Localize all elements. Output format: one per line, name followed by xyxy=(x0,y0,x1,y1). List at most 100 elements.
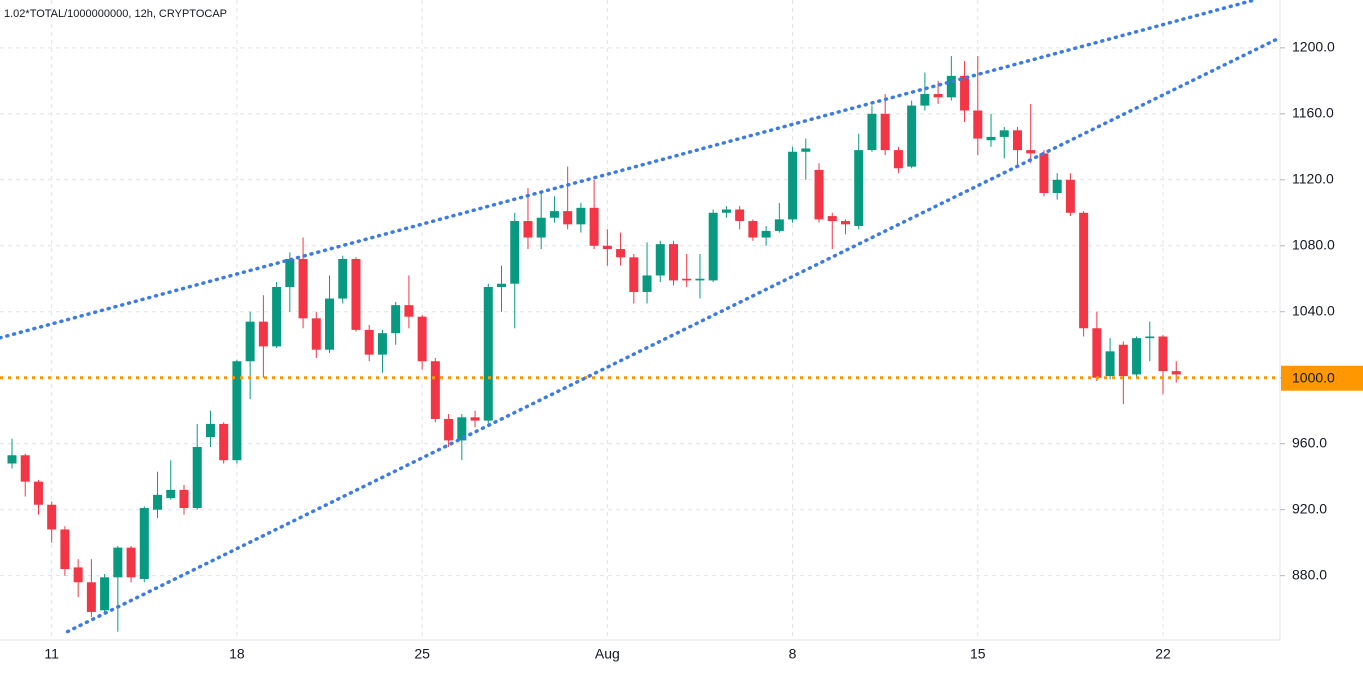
candle-body xyxy=(33,481,43,505)
candle-body xyxy=(986,136,996,141)
candle-body xyxy=(100,577,110,611)
candle-body xyxy=(801,148,811,152)
candle-body xyxy=(774,219,784,231)
candle-body xyxy=(748,221,758,238)
candle-body xyxy=(351,258,361,330)
candle-body xyxy=(840,221,850,225)
price-label-box xyxy=(1281,365,1363,391)
candle-body xyxy=(920,94,930,106)
candle-body xyxy=(549,211,559,218)
candle-body xyxy=(192,447,202,509)
candle-body xyxy=(1065,179,1075,213)
candle-body xyxy=(272,287,282,347)
y-tick-label: 880.0 xyxy=(1292,566,1327,582)
candle-body xyxy=(960,75,970,111)
candle-body xyxy=(1012,130,1022,151)
x-tick-label: 22 xyxy=(1155,646,1171,662)
candle-body xyxy=(457,417,467,441)
candle-body xyxy=(1092,328,1102,378)
candle-body xyxy=(655,244,665,276)
y-tick-label: 1080.0 xyxy=(1292,236,1335,252)
candle-body xyxy=(867,113,877,151)
candle-body xyxy=(721,209,731,213)
candle-body xyxy=(470,417,480,421)
candle-body xyxy=(430,361,440,419)
candle-body xyxy=(219,423,229,461)
candle-body xyxy=(258,321,268,347)
candle-body xyxy=(602,245,612,250)
candle-body xyxy=(1158,336,1168,372)
candle-body xyxy=(113,547,123,578)
candle-body xyxy=(629,257,639,292)
candle-body xyxy=(880,113,890,151)
candle-body xyxy=(417,316,427,362)
candle-body xyxy=(523,221,533,238)
candle-body xyxy=(444,418,454,441)
candle-body xyxy=(510,221,520,284)
candle-body xyxy=(245,321,255,362)
candle-body xyxy=(669,244,678,281)
candle-body xyxy=(814,169,824,220)
candle-body xyxy=(325,298,335,350)
candle-body xyxy=(311,318,321,350)
x-tick-label: 25 xyxy=(414,646,430,662)
candle-body xyxy=(404,305,414,317)
price-label: 1000.0 xyxy=(1292,369,1335,385)
candle-body xyxy=(563,211,573,225)
y-tick-label: 960.0 xyxy=(1292,434,1327,450)
candle-body xyxy=(126,547,136,578)
price-axis-mask xyxy=(1281,0,1363,366)
candle-body xyxy=(60,529,70,570)
candle-body xyxy=(391,305,401,334)
x-tick-label: 8 xyxy=(789,646,797,662)
candle-body xyxy=(298,258,308,319)
candle-body xyxy=(589,207,599,246)
candle-body xyxy=(695,278,705,281)
x-tick-label: 15 xyxy=(970,646,986,662)
candle-body xyxy=(576,207,586,225)
candle-body xyxy=(536,217,546,238)
candle-body xyxy=(153,494,163,510)
candle-body xyxy=(708,212,718,281)
trendline xyxy=(65,36,1282,634)
candle-body xyxy=(338,258,348,299)
candle-body xyxy=(642,275,652,292)
candle-body xyxy=(483,287,493,421)
candle-body xyxy=(682,278,692,281)
candle-body xyxy=(166,489,176,499)
trendline xyxy=(0,0,1257,340)
candle-body xyxy=(946,75,956,98)
candle-body xyxy=(364,329,374,355)
candle-body xyxy=(1026,150,1036,154)
chart-title: 1.02*TOTAL/1000000000, 12h, CRYPTOCAP xyxy=(4,8,227,20)
candle-body xyxy=(377,333,387,355)
x-tick-label: 18 xyxy=(229,646,245,662)
candle-body xyxy=(1118,344,1128,377)
candle-body xyxy=(1132,338,1142,375)
candle-body xyxy=(973,110,983,139)
candle-body xyxy=(47,504,57,530)
candle-body xyxy=(788,151,798,220)
candle-body xyxy=(761,230,771,238)
candle-body xyxy=(893,150,903,169)
candle-body xyxy=(933,94,943,98)
candle-body xyxy=(232,361,242,461)
y-tick-label: 1120.0 xyxy=(1292,170,1334,186)
candle-body xyxy=(20,455,30,482)
candle-body xyxy=(735,209,745,222)
candle-body xyxy=(205,423,215,438)
candle-body xyxy=(1171,371,1181,375)
candle-body xyxy=(73,567,83,583)
y-tick-label: 1040.0 xyxy=(1292,302,1335,318)
candle-body xyxy=(1145,336,1155,339)
x-tick-label: Aug xyxy=(595,646,620,662)
candle-body xyxy=(827,216,837,222)
candle-body xyxy=(854,150,864,226)
y-tick-label: 1200.0 xyxy=(1292,39,1335,55)
candle-body xyxy=(999,130,1009,137)
x-tick-label: 11 xyxy=(44,646,59,662)
candle-body xyxy=(179,489,189,509)
candle-body xyxy=(907,105,917,167)
candle-body xyxy=(1052,179,1062,193)
